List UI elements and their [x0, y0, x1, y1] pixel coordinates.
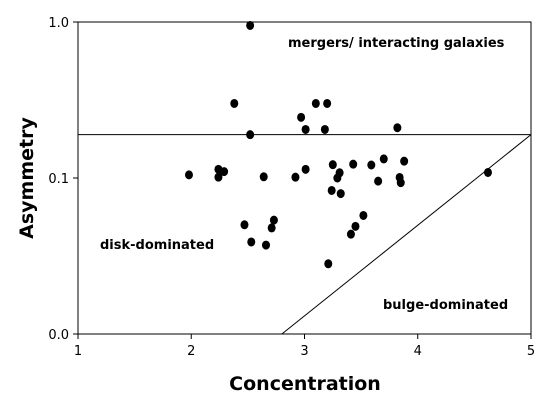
data-point [359, 210, 368, 220]
data-point [323, 98, 332, 108]
disk-dominated-annotation: disk-dominated [100, 238, 214, 253]
data-point [311, 98, 320, 108]
data-point [327, 185, 336, 195]
data-point [367, 160, 376, 170]
y-tick-label: 1.0 [48, 16, 69, 31]
x-axis-ticks: 1 2 3 4 5 [74, 334, 535, 359]
data-point [297, 112, 306, 122]
data-point [247, 237, 256, 247]
data-point [267, 223, 276, 233]
bulge-dominated-annotation: bulge-dominated [383, 298, 508, 313]
data-point [246, 130, 255, 140]
data-point [261, 240, 270, 250]
data-point [320, 124, 329, 134]
data-point [351, 221, 360, 231]
data-point [269, 215, 278, 225]
data-point [379, 154, 388, 164]
data-point [230, 98, 239, 108]
data-point [396, 178, 405, 188]
y-tick-label: 0.0 [48, 328, 69, 343]
x-tick-label: 1 [74, 344, 82, 359]
data-point [246, 20, 255, 30]
data-point [240, 220, 249, 230]
data-point [301, 124, 310, 134]
data-point [333, 173, 342, 183]
data-point [349, 159, 358, 169]
data-point [301, 164, 310, 174]
plot-frame [77, 21, 532, 335]
data-point [328, 160, 337, 170]
data-point [374, 176, 383, 186]
data-point [393, 123, 402, 133]
x-tick-label: 4 [414, 344, 422, 359]
x-axis-title: Concentration [229, 373, 381, 395]
data-point [259, 172, 268, 182]
data-point [324, 259, 333, 269]
x-tick-label: 2 [187, 344, 195, 359]
data-point [483, 167, 492, 177]
data-point [400, 156, 409, 166]
y-axis-ticks: 0.0 0.1 1.0 [48, 16, 78, 343]
y-axis-title: Asymmetry [16, 117, 38, 239]
mergers-annotation: mergers/ interacting galaxies [288, 36, 505, 51]
x-tick-label: 3 [300, 344, 308, 359]
data-point [291, 172, 300, 182]
data-point [346, 229, 355, 239]
x-tick-label: 5 [527, 344, 535, 359]
bulge-boundary-line [281, 134, 532, 335]
data-points [184, 20, 492, 269]
data-point [214, 172, 223, 182]
data-point [336, 189, 345, 199]
y-tick-label: 0.1 [48, 172, 69, 187]
data-point [220, 167, 229, 177]
data-point [184, 170, 193, 180]
